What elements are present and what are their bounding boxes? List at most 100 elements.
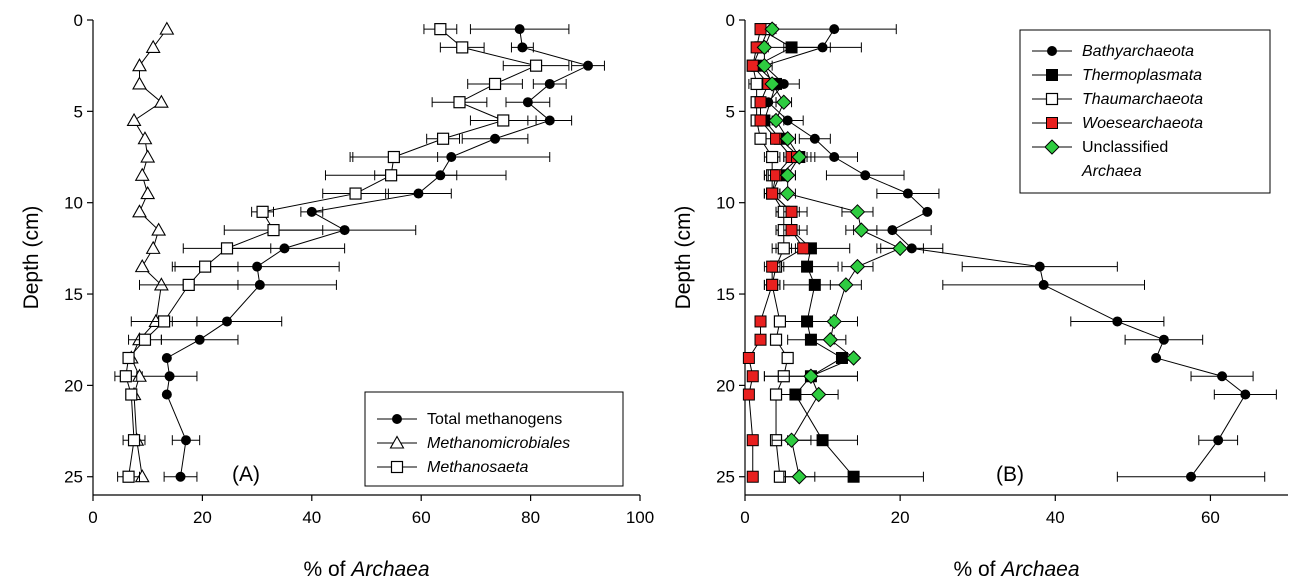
- data-point: [1112, 316, 1123, 327]
- y-axis-label: Depth (cm): [20, 206, 43, 310]
- data-point: [887, 225, 898, 236]
- data-point: [803, 368, 819, 384]
- y-tick-label: 10: [716, 194, 735, 213]
- x-tick-label: 20: [891, 508, 910, 527]
- data-point: [785, 224, 798, 237]
- data-point: [385, 169, 398, 182]
- data-point: [254, 279, 265, 290]
- data-point: [339, 225, 350, 236]
- x-tick-label: 80: [521, 508, 540, 527]
- data-point: [809, 133, 820, 144]
- data-point: [134, 167, 150, 181]
- data-point: [845, 350, 862, 366]
- data-point: [138, 333, 152, 346]
- data-point: [1158, 334, 1169, 345]
- legend-label: Woesearchaeota: [1082, 115, 1203, 132]
- data-point: [838, 277, 854, 293]
- data-point: [161, 352, 172, 363]
- data-point: [829, 152, 840, 163]
- series-line: [125, 28, 538, 477]
- data-point: [746, 434, 759, 447]
- data-point: [754, 114, 767, 127]
- data-point: [750, 77, 763, 91]
- data-point: [746, 59, 759, 72]
- data-point: [122, 470, 135, 483]
- data-point: [453, 96, 466, 109]
- data-point: [175, 471, 186, 482]
- data-point: [220, 242, 234, 255]
- data-point: [456, 41, 469, 54]
- series-total-methanogens: [141, 24, 605, 482]
- data-point: [153, 277, 169, 291]
- chart-panel-b: 0 5 10 15 20 25 0 20 40 60 Depth (cm) % of Archaea (…: [672, 11, 1288, 581]
- x-axis-label: % of Archaea: [953, 558, 1079, 581]
- y-tick-label: 5: [726, 102, 735, 121]
- data-point: [517, 42, 528, 53]
- data-point: [522, 97, 533, 108]
- data-point: [132, 204, 147, 218]
- data-point: [267, 223, 280, 237]
- y-tick-label: 20: [64, 376, 83, 395]
- legend-box: [1019, 29, 1271, 194]
- data-point: [151, 222, 167, 236]
- data-point: [544, 78, 555, 89]
- series-line: [748, 29, 804, 477]
- data-point: [137, 131, 153, 145]
- x-axis-label-italic: Archaea: [999, 558, 1079, 581]
- data-point: [1213, 435, 1224, 446]
- data-point: [164, 371, 175, 382]
- data-point: [785, 41, 798, 54]
- data-point: [134, 259, 150, 273]
- data-point: [754, 96, 767, 109]
- series-methanosaeta: [114, 23, 570, 483]
- data-point: [791, 149, 808, 165]
- series-thaumarchaeota: [746, 23, 794, 483]
- x-axis-label-text: % of: [953, 558, 1001, 581]
- data-point: [132, 76, 147, 90]
- data-point: [779, 185, 796, 202]
- data-point: [776, 94, 792, 110]
- data-point: [754, 132, 767, 145]
- data-point: [497, 114, 510, 127]
- data-point: [781, 351, 794, 365]
- data-point: [1151, 352, 1162, 363]
- data-point: [849, 204, 866, 220]
- data-point: [145, 39, 161, 53]
- data-point: [777, 242, 790, 255]
- data-point: [754, 23, 767, 36]
- data-point: [306, 206, 317, 217]
- data-point: [810, 386, 827, 403]
- legend-marker: [389, 435, 405, 449]
- data-point: [119, 370, 132, 383]
- data-point: [847, 470, 860, 483]
- legend-marker: [1047, 46, 1057, 56]
- chart-panel-a: 0 5 10 15 20 25 0 20 40 60 80 100 Depth (cm) % of Arc…: [20, 11, 654, 581]
- data-point: [252, 261, 263, 272]
- y-tick-label: 5: [74, 102, 83, 121]
- data-point: [769, 388, 783, 401]
- data-point: [782, 115, 793, 126]
- series-line: [130, 28, 168, 477]
- data-point: [279, 243, 290, 254]
- x-tick-label: 60: [412, 508, 431, 527]
- legend: Total methanogens Methanomicrobiales Metha…: [364, 391, 624, 487]
- data-point: [161, 389, 172, 400]
- legend-marker: [1046, 69, 1058, 81]
- legend-marker: [1046, 117, 1058, 129]
- x-tick-label: 40: [302, 508, 321, 527]
- data-point: [822, 332, 839, 348]
- data-point: [849, 258, 866, 275]
- data-point: [742, 351, 755, 364]
- data-point: [490, 133, 501, 144]
- data-point: [145, 240, 161, 254]
- data-point: [808, 278, 821, 291]
- y-tick-label: 0: [74, 11, 83, 30]
- data-point: [754, 333, 767, 346]
- data-point: [853, 222, 870, 238]
- data-point: [773, 315, 787, 328]
- data-point: [801, 260, 814, 273]
- x-tick-label: 20: [193, 508, 212, 527]
- legend-label: Unclassified: [1082, 139, 1168, 156]
- data-point: [159, 21, 175, 35]
